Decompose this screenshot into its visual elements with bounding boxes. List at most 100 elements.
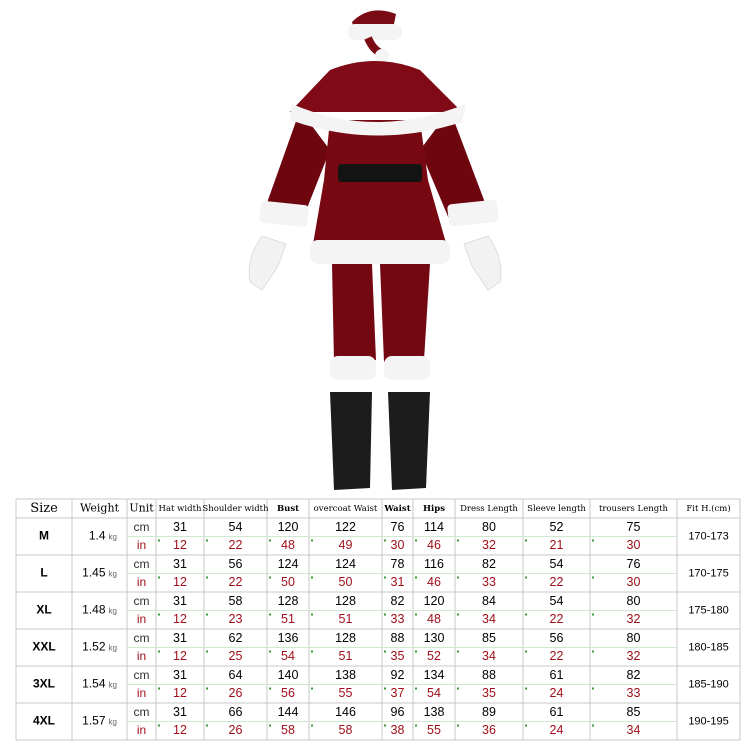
in-value: 12 [173,723,187,737]
in-value: 32 [482,538,496,552]
cm-value: 58 [229,594,243,608]
cell-marker [311,539,313,542]
weight-cell: 1.54 [82,677,106,691]
in-value: 23 [229,612,243,626]
cell-marker [415,724,417,727]
weight-cell: 1.45 [82,566,106,580]
header-cell: Fit H.(cm) [686,503,730,514]
header-cell: Unit [129,502,154,515]
cell-marker [384,539,386,542]
cm-value: 80 [627,631,641,645]
cm-value: 54 [229,520,243,534]
cell-marker [415,539,417,542]
cm-value: 130 [424,631,445,645]
cm-value: 144 [278,705,299,719]
cell-marker [206,724,208,727]
in-value: 22 [550,575,564,589]
cell-marker [415,576,417,579]
cell-marker [592,687,594,690]
cm-value: 80 [482,520,496,534]
cell-marker [158,576,160,579]
cm-value: 88 [482,668,496,682]
fit-cell: 185-190 [688,678,728,690]
cm-value: 84 [482,594,496,608]
in-value: 48 [281,538,295,552]
fit-cell: 180-185 [688,641,728,653]
cell-marker [525,613,527,616]
cm-value: 56 [229,557,243,571]
cm-value: 54 [550,594,564,608]
in-value: 55 [427,723,441,737]
cell-marker [384,576,386,579]
cell-marker [269,576,271,579]
in-value: 34 [482,649,496,663]
weight-unit: kg [109,570,117,579]
header-cell: Bust [277,504,299,514]
size-cell: XL [36,603,51,617]
cell-marker [269,650,271,653]
header-cell: Sleeve length [527,504,586,514]
cell-marker [457,539,459,542]
unit-in: in [137,723,146,737]
cm-value: 31 [173,668,187,682]
in-value: 51 [339,612,353,626]
unit-in: in [137,538,146,552]
cm-value: 82 [482,557,496,571]
in-value: 12 [173,612,187,626]
weight-unit: kg [109,607,117,616]
cm-value: 31 [173,594,187,608]
cm-value: 124 [335,557,356,571]
size-cell: 3XL [33,677,55,691]
fit-cell: 175-180 [688,604,728,616]
in-value: 30 [627,575,641,589]
cm-value: 88 [391,631,405,645]
cell-marker [415,687,417,690]
in-value: 48 [427,612,441,626]
cm-value: 56 [550,631,564,645]
cm-value: 140 [278,668,299,682]
in-value: 38 [391,723,405,737]
header-cell: Hips [423,504,445,514]
cm-value: 124 [278,557,299,571]
cm-value: 116 [424,557,444,571]
in-value: 51 [339,649,353,663]
cell-marker [415,613,417,616]
cell-marker [158,687,160,690]
weight-unit: kg [109,681,117,690]
cell-marker [592,724,594,727]
cell-marker [592,539,594,542]
cell-marker [158,724,160,727]
in-value: 46 [427,575,441,589]
cm-value: 76 [391,520,405,534]
cm-value: 146 [335,705,356,719]
in-value: 54 [427,686,441,700]
in-value: 34 [627,723,641,737]
in-value: 56 [281,686,295,700]
weight-cell: 1.57 [82,714,106,728]
cm-value: 64 [229,668,243,682]
header-cell: Dress Length [460,504,518,514]
cm-value: 76 [627,557,641,571]
size-cell: M [39,529,49,543]
unit-in: in [137,612,146,626]
cell-marker [269,687,271,690]
unit-in: in [137,575,146,589]
unit-in: in [137,649,146,663]
header-cell: Hat width [159,504,202,514]
cell-marker [592,613,594,616]
cell-marker [206,539,208,542]
header-cell: overcoat Waist [314,504,378,514]
unit-cm: cm [134,594,150,608]
in-value: 26 [229,686,243,700]
cm-value: 85 [482,631,496,645]
weight-cell: 1.4 [89,529,106,543]
in-value: 22 [550,649,564,663]
cell-marker [415,650,417,653]
header-cell: Shoulder width [202,504,269,514]
cm-value: 31 [173,557,187,571]
cell-marker [269,539,271,542]
cell-marker [311,613,313,616]
cm-value: 66 [229,705,243,719]
in-value: 12 [173,538,187,552]
